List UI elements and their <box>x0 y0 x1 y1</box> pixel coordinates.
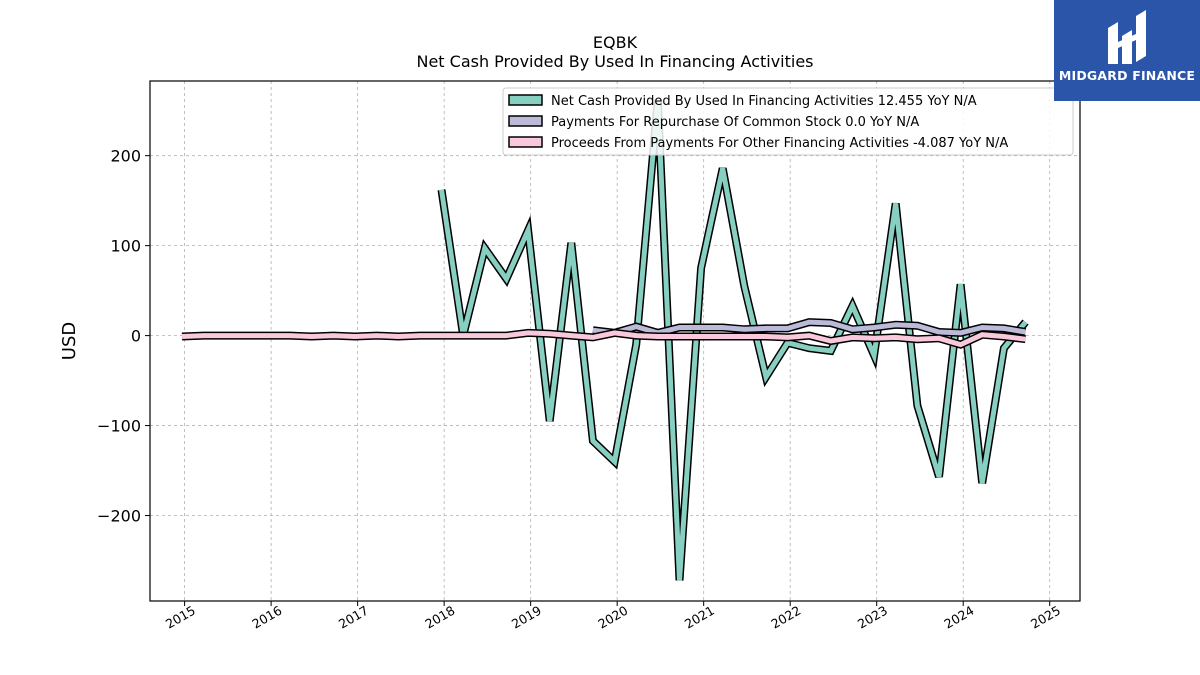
x-tick-label: 2021 <box>682 603 717 632</box>
x-tick-label: 2016 <box>249 603 284 632</box>
legend-box <box>502 87 1074 156</box>
y-tick-label: 200 <box>110 147 141 166</box>
series-line-3 <box>181 328 1026 349</box>
legend-label: Payments For Repurchase Of Common Stock … <box>551 115 919 130</box>
legend-label: Net Cash Provided By Used In Financing A… <box>551 94 977 109</box>
series-line-1 <box>437 99 1029 581</box>
x-tick-label: 2025 <box>1028 603 1063 632</box>
y-tick-label: 100 <box>110 237 141 256</box>
y-axis-label: USD <box>59 322 80 360</box>
x-tick-label: 2023 <box>855 603 890 632</box>
x-tick-label: 2015 <box>163 603 198 632</box>
legend-swatch <box>508 136 543 148</box>
x-tick-label: 2024 <box>941 603 976 632</box>
x-tick-label: 2018 <box>422 603 457 632</box>
legend-swatch <box>508 94 543 106</box>
x-tick-label: 2019 <box>509 603 544 632</box>
chart-title: EQBK <box>593 33 638 52</box>
legend-swatch <box>508 115 543 127</box>
x-axis: 2015 2016 2017 2018 2019 2020 2021 2022 2023 2024… <box>163 601 1063 632</box>
legend: Net Cash Provided By Used In Financing A… <box>502 87 1074 156</box>
legend-label: Proceeds From Payments For Other Financi… <box>551 136 1008 151</box>
series-stroke <box>439 99 1028 581</box>
logo-text: MIDGARD FINANCE <box>1058 68 1196 83</box>
brand-logo: MIDGARD FINANCE <box>1054 0 1200 101</box>
y-tick-label: 0 <box>131 327 141 346</box>
x-tick-label: 2020 <box>595 603 630 632</box>
x-tick-label: 2022 <box>768 603 803 632</box>
logo-mark-icon <box>1108 10 1146 64</box>
y-axis: 200 100 0 −100 −200 <box>97 147 150 526</box>
y-tick-label: −100 <box>97 417 141 436</box>
x-tick-label: 2017 <box>336 603 371 632</box>
series-stroke <box>181 330 1026 348</box>
plot-frame <box>149 80 1081 602</box>
chart-subtitle: Net Cash Provided By Used In Financing A… <box>416 52 813 71</box>
series-layer <box>181 99 1029 581</box>
y-tick-label: −200 <box>97 507 141 526</box>
series-line-2 <box>592 318 1027 338</box>
series-stroke <box>592 319 1026 336</box>
